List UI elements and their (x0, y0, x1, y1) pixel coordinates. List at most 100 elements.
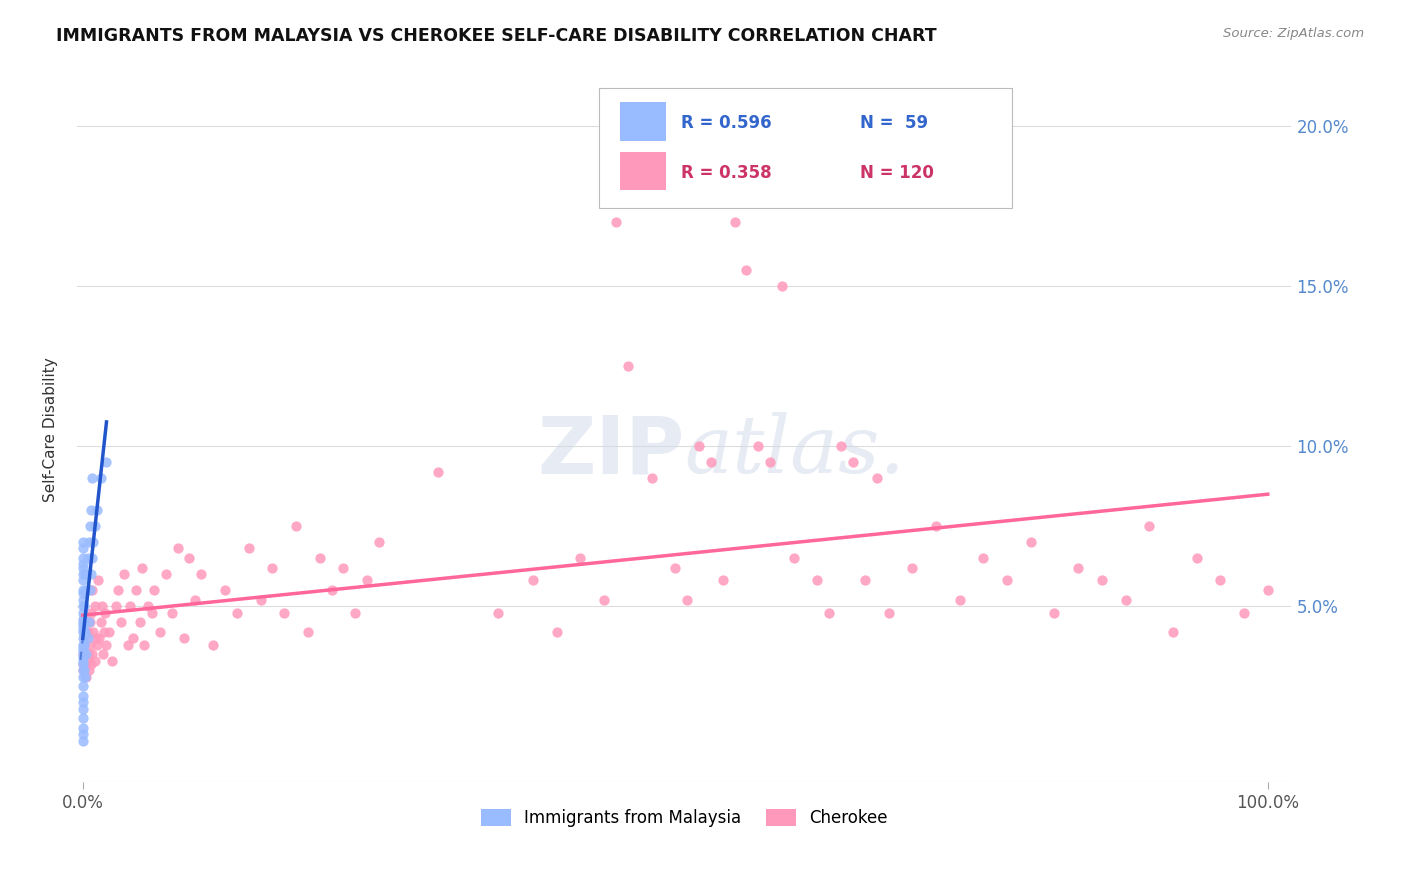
Point (72, 644, 94, 658)
Point (1161, 624, 1184, 639)
Point (79, 583, 101, 598)
Legend: Immigrants from Malaysia, Cherokee: Immigrants from Malaysia, Cherokee (474, 803, 894, 834)
Point (76, 631, 98, 645)
Point (82, 471, 104, 485)
Bar (620, 152, 666, 190)
Point (80, 567, 103, 582)
Point (82, 647, 104, 661)
Point (1137, 519, 1160, 533)
Point (72, 583, 94, 598)
Point (76, 624, 98, 639)
Point (72, 541, 94, 556)
Point (104, 599, 127, 614)
Point (262, 560, 284, 574)
Point (676, 592, 699, 607)
Point (80, 503, 103, 517)
Point (202, 638, 225, 652)
Point (1115, 592, 1137, 607)
Point (1233, 606, 1256, 620)
Point (72, 606, 94, 620)
Point (82, 551, 104, 566)
Text: N =  59: N = 59 (860, 114, 928, 132)
Point (107, 583, 129, 598)
Point (72, 551, 94, 566)
Point (73, 599, 96, 614)
Point (72, 622, 94, 636)
Point (72, 701, 94, 715)
Point (77, 535, 100, 549)
Point (125, 583, 148, 598)
Point (522, 574, 544, 588)
Text: N = 120: N = 120 (860, 164, 934, 182)
Point (77, 663, 100, 677)
Point (723, 214, 745, 228)
Point (77, 615, 100, 629)
Point (1043, 606, 1066, 620)
Point (546, 624, 568, 639)
Point (93, 624, 115, 639)
Point (80, 657, 103, 671)
Point (75, 647, 97, 661)
Point (818, 606, 841, 620)
Text: R = 0.358: R = 0.358 (681, 164, 770, 182)
Point (72, 638, 94, 652)
Point (285, 519, 308, 533)
Bar (620, 102, 666, 141)
Point (321, 583, 343, 598)
Point (72, 574, 94, 588)
Point (711, 574, 734, 588)
Point (486, 606, 509, 620)
Point (949, 592, 972, 607)
Point (1091, 574, 1114, 588)
Point (1209, 574, 1232, 588)
Point (72, 560, 94, 574)
Point (83, 654, 105, 668)
Point (73, 615, 96, 629)
Point (273, 606, 295, 620)
Point (166, 541, 188, 556)
Point (80, 606, 103, 620)
Point (72, 647, 94, 661)
Text: ZIP: ZIP (537, 412, 685, 490)
Point (759, 455, 782, 469)
Point (76, 551, 98, 566)
Point (72, 567, 94, 582)
Point (72, 657, 94, 671)
Point (179, 551, 201, 566)
Point (173, 631, 195, 645)
Point (344, 606, 367, 620)
Point (94, 606, 117, 620)
Point (617, 359, 640, 373)
Point (72, 631, 94, 645)
Point (76, 654, 98, 668)
Point (142, 583, 165, 598)
Point (770, 278, 793, 293)
Point (640, 471, 662, 485)
Point (83, 599, 105, 614)
Point (84, 631, 107, 645)
Point (853, 574, 876, 588)
Point (72, 624, 94, 639)
Point (86, 503, 108, 517)
Point (121, 631, 143, 645)
Point (86, 638, 108, 652)
Point (190, 567, 212, 582)
Point (91, 647, 114, 661)
Point (72, 733, 94, 747)
Point (72, 727, 94, 741)
Point (72, 618, 94, 632)
Point (75, 624, 97, 639)
Point (308, 551, 330, 566)
Point (72, 721, 94, 735)
Point (131, 560, 153, 574)
Point (747, 439, 769, 453)
Point (72, 679, 94, 693)
Point (72, 558, 94, 572)
Point (72, 615, 94, 629)
FancyBboxPatch shape (599, 88, 1012, 208)
Point (664, 560, 686, 574)
Point (77, 647, 100, 661)
Point (830, 439, 852, 453)
Point (332, 560, 354, 574)
Point (117, 638, 139, 652)
